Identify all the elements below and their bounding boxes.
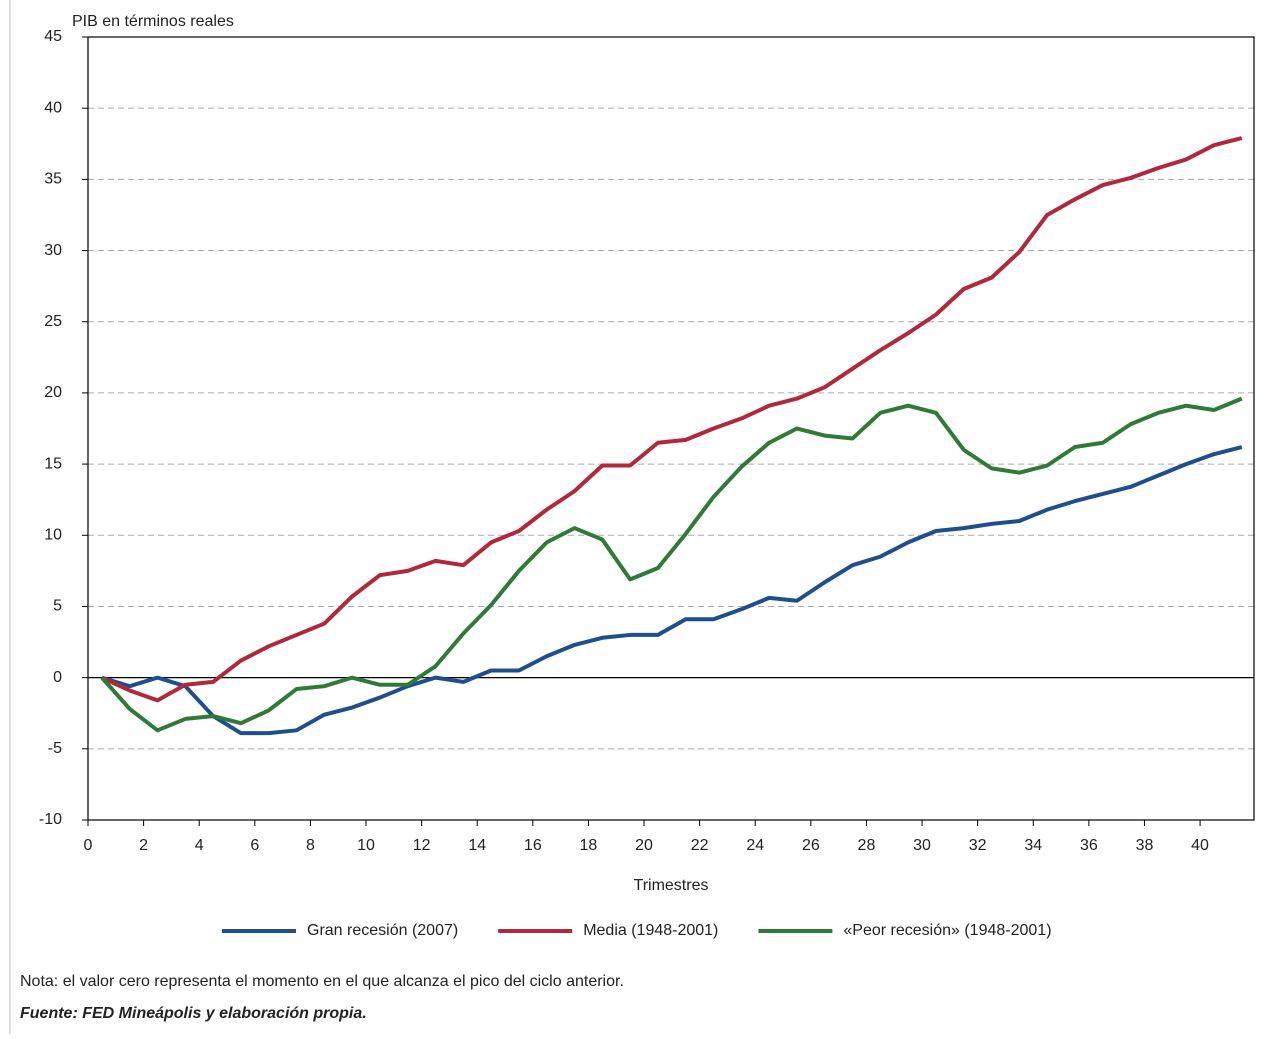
- x-tick-label: 34: [1024, 837, 1042, 854]
- y-tick-label: 35: [44, 171, 62, 188]
- series-line: [101, 136, 1243, 703]
- y-tick-label: 10: [44, 526, 62, 543]
- x-tick-label: 24: [746, 837, 764, 854]
- x-tick-label: 4: [195, 837, 204, 854]
- series-line: [100, 396, 1243, 733]
- legend-label: «Peor recesión» (1948-2001): [843, 922, 1051, 939]
- y-tick-label: -5: [48, 740, 62, 757]
- x-tick-label: 30: [913, 837, 931, 854]
- source: Fuente: FED Mineápolis y elaboración pro…: [20, 1005, 367, 1022]
- x-tick-label: 26: [802, 837, 820, 854]
- x-tick-label: 32: [969, 837, 987, 854]
- x-axis-label: Trimestres: [634, 877, 709, 894]
- y-tick-label: 0: [53, 669, 62, 686]
- y-tick-label: 20: [44, 384, 62, 401]
- plot-frame: [87, 36, 1255, 821]
- y-tick-label: -10: [39, 811, 62, 828]
- x-tick-label: 28: [858, 837, 876, 854]
- x-tick-label: 10: [357, 837, 375, 854]
- x-tick-label: 8: [306, 837, 315, 854]
- note: Nota: el valor cero representa el moment…: [20, 973, 624, 990]
- y-tick-label: 45: [44, 28, 62, 45]
- y-tick-label: 15: [44, 455, 62, 472]
- x-tick-label: 0: [84, 837, 93, 854]
- y-tick-label: 25: [44, 313, 62, 330]
- x-tick-label: 6: [250, 837, 259, 854]
- x-tick-label: 20: [635, 837, 653, 854]
- x-tick-label: 22: [691, 837, 709, 854]
- x-tick-label: 2: [139, 837, 148, 854]
- y-axis-label: PIB en términos reales: [72, 13, 234, 30]
- x-tick-label: 36: [1080, 837, 1098, 854]
- legend-label: Gran recesión (2007): [307, 922, 458, 939]
- x-tick-label: 40: [1191, 837, 1209, 854]
- legend-label: Media (1948-2001): [583, 922, 718, 939]
- x-tick-label: 38: [1136, 837, 1154, 854]
- x-tick-label: 18: [580, 837, 598, 854]
- y-tick-label: 40: [44, 99, 62, 116]
- y-tick-label: 5: [53, 598, 62, 615]
- x-tick-label: 16: [524, 837, 542, 854]
- x-tick-label: 14: [468, 837, 486, 854]
- y-tick-label: 30: [44, 242, 62, 259]
- series-line: [101, 445, 1243, 736]
- x-tick-label: 12: [413, 837, 431, 854]
